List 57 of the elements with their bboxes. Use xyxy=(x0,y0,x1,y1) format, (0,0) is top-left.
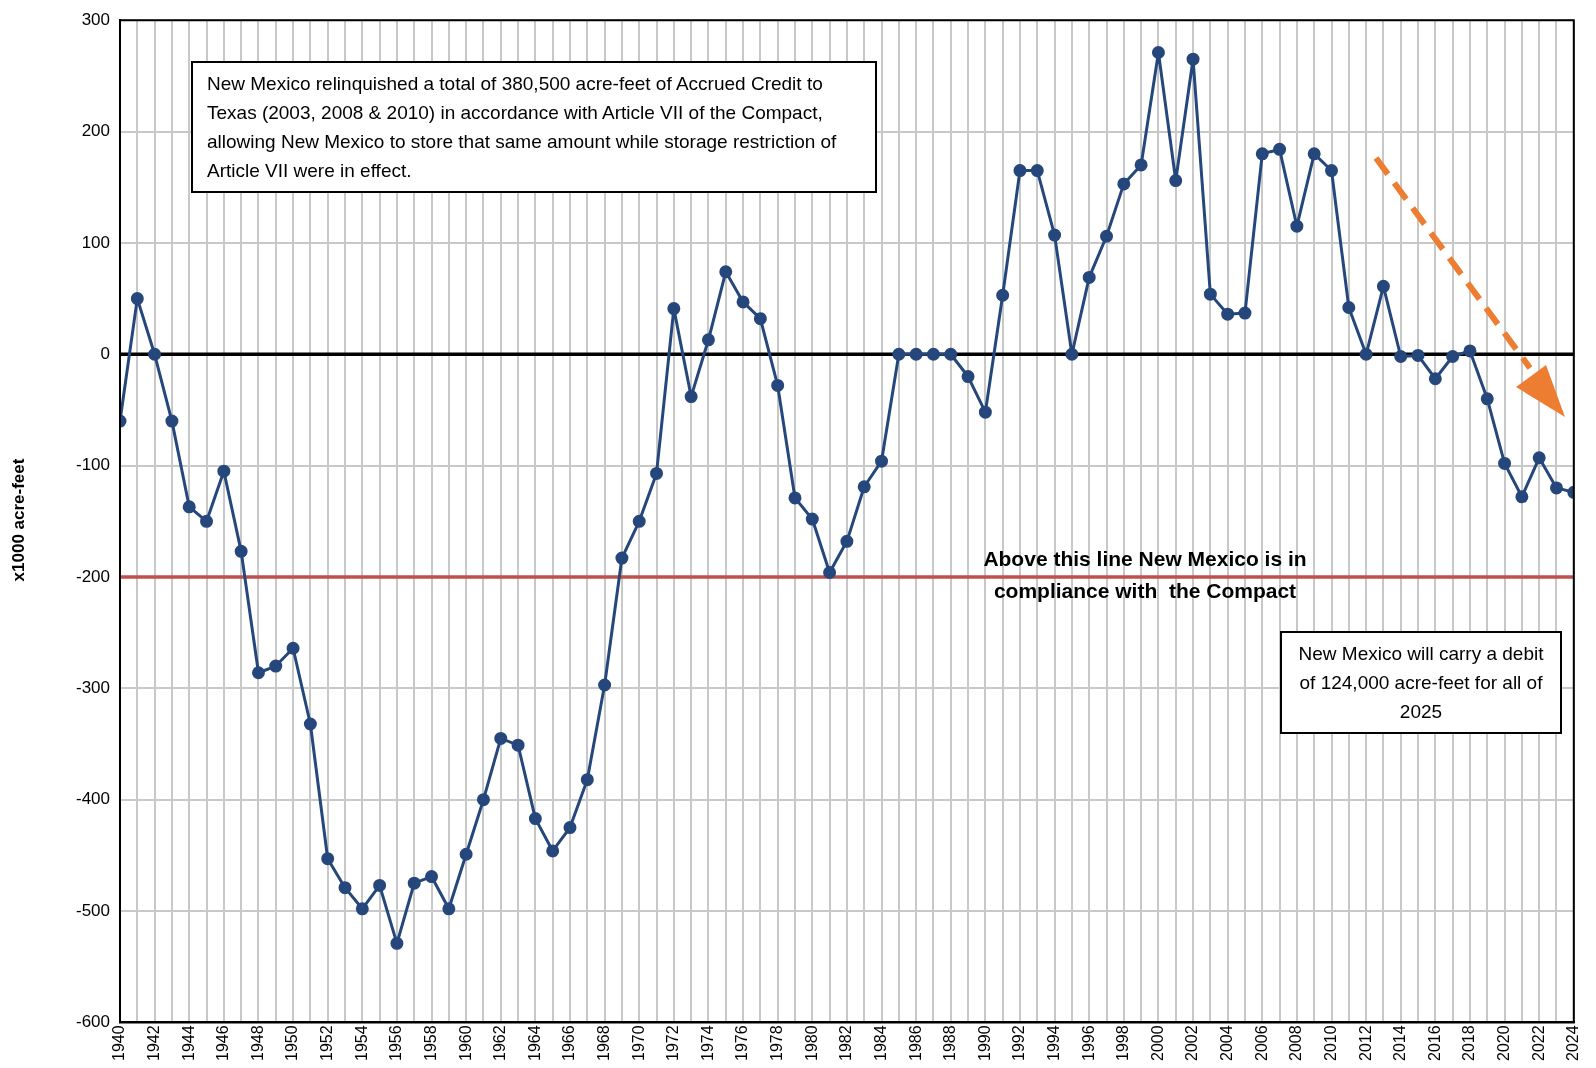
x-tick-label: 2014 xyxy=(1391,1025,1409,1061)
x-tick-label: 1964 xyxy=(525,1025,543,1061)
x-tick-label: 1968 xyxy=(595,1025,613,1061)
x-tick-label: 1950 xyxy=(283,1025,301,1061)
x-tick-label: 1998 xyxy=(1114,1025,1132,1061)
x-tick-label: 1986 xyxy=(906,1025,924,1061)
x-tick-label: 1962 xyxy=(491,1025,509,1061)
y-tick-label: -400 xyxy=(75,789,110,809)
x-tick-label: 2022 xyxy=(1529,1025,1547,1061)
x-tick-label: 2024 xyxy=(1564,1025,1582,1061)
x-tick-label: 1982 xyxy=(837,1025,855,1061)
x-tick-label: 1940 xyxy=(110,1025,128,1061)
y-tick-label: -500 xyxy=(75,900,110,920)
annotation: New Mexico relinquished a total of 380,500 acre-feet of Accrued Credit to Texas (2003, 2008 & 2010) in accordance with Article VII of the Compact, allowing New Mexico to store that same amount while storage restriction of Article VII were in effect. xyxy=(191,61,877,193)
y-tick-label: 300 xyxy=(81,9,110,29)
x-tick-label: 1992 xyxy=(1010,1025,1028,1061)
x-tick-label: 2004 xyxy=(1218,1025,1236,1061)
x-tick-label: 1990 xyxy=(975,1025,993,1061)
x-tick-label: 2000 xyxy=(1148,1025,1166,1061)
x-tick-label: 1956 xyxy=(387,1025,405,1061)
y-tick-label: 0 xyxy=(100,343,110,363)
y-tick-label: -600 xyxy=(75,1012,110,1032)
x-tick-label: 2008 xyxy=(1287,1025,1305,1061)
x-tick-label: 1944 xyxy=(179,1025,197,1061)
x-tick-label: 1980 xyxy=(802,1025,820,1061)
x-tick-label: 1952 xyxy=(318,1025,336,1061)
x-tick-label: 1978 xyxy=(768,1025,786,1061)
y-tick-label: -200 xyxy=(75,566,110,586)
x-tick-label: 1970 xyxy=(629,1025,647,1061)
x-tick-label: 2016 xyxy=(1425,1025,1443,1061)
x-tick-label: 1972 xyxy=(664,1025,682,1061)
x-tick-label: 1976 xyxy=(733,1025,751,1061)
x-tick-label: 1946 xyxy=(214,1025,232,1061)
y-tick-label: 100 xyxy=(81,232,110,252)
y-tick-label: 200 xyxy=(81,121,110,141)
x-tick-label: 1984 xyxy=(871,1025,889,1061)
y-tick-label: -100 xyxy=(75,455,110,475)
x-tick-label: 1988 xyxy=(941,1025,959,1061)
x-tick-label: 2006 xyxy=(1252,1025,1270,1061)
y-tick-label: -300 xyxy=(75,678,110,698)
x-tick-label: 2012 xyxy=(1356,1025,1374,1061)
x-tick-label: 1994 xyxy=(1044,1025,1062,1061)
x-tick-label: 1954 xyxy=(352,1025,370,1061)
x-tick-label: 1942 xyxy=(145,1025,163,1061)
x-tick-label: 1966 xyxy=(560,1025,578,1061)
x-tick-label: 2020 xyxy=(1494,1025,1512,1061)
x-tick-label: 2002 xyxy=(1183,1025,1201,1061)
x-tick-label: 1948 xyxy=(248,1025,266,1061)
ref-line-label: Above this line New Mexico is in compliance with the Compact xyxy=(982,545,1308,604)
x-tick-label: 1996 xyxy=(1079,1025,1097,1061)
x-tick-label: 2010 xyxy=(1321,1025,1339,1061)
annotation: New Mexico will carry a debit of 124,000 acre-feet for all of 2025 xyxy=(1280,631,1562,734)
y-axis-title: x1000 acre-feet xyxy=(9,458,29,582)
x-tick-label: 2018 xyxy=(1460,1025,1478,1061)
x-tick-label: 1960 xyxy=(456,1025,474,1061)
x-tick-label: 1958 xyxy=(421,1025,439,1061)
x-tick-label: 1974 xyxy=(698,1025,716,1061)
